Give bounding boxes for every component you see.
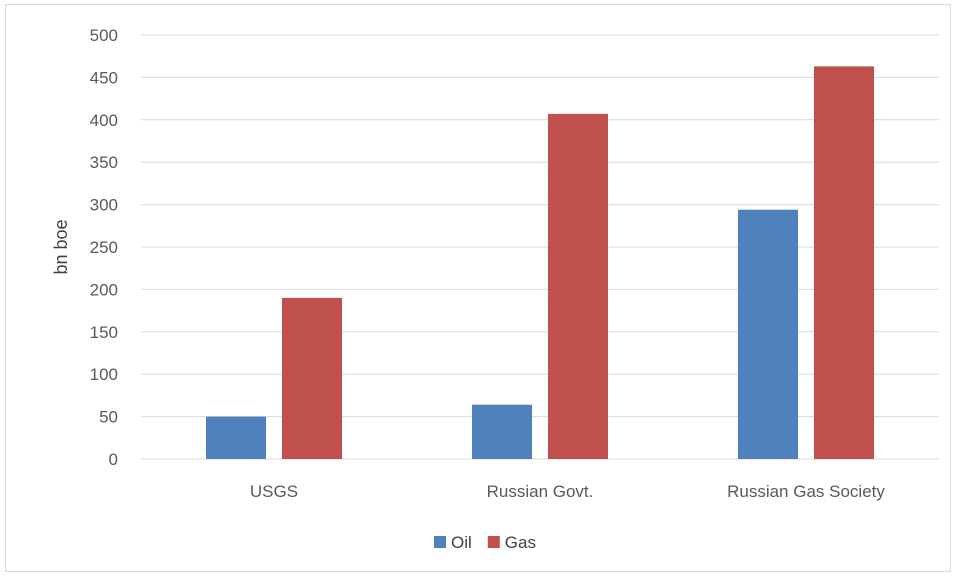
y-tick-label: 450 xyxy=(90,68,118,87)
y-tick-label: 300 xyxy=(90,196,118,215)
y-tick-label: 250 xyxy=(90,238,118,257)
y-tick-label: 150 xyxy=(90,323,118,342)
x-tick-label: Russian Gas Society xyxy=(727,482,885,501)
gridlines xyxy=(141,34,939,460)
y-axis-title: bn boe xyxy=(51,219,71,274)
y-tick-label: 100 xyxy=(90,365,118,384)
bar-oil-2 xyxy=(472,404,532,459)
y-tick-label: 350 xyxy=(90,153,118,172)
legend: Oil Gas xyxy=(434,533,536,552)
bar-gas-1 xyxy=(282,297,342,459)
bar-gas-3 xyxy=(814,66,874,459)
y-tick-label: 50 xyxy=(99,408,118,427)
bar-oil-1 xyxy=(206,416,266,459)
y-tick-label: 200 xyxy=(90,280,118,299)
bar-gas-2 xyxy=(548,113,608,459)
legend-label-oil: Oil xyxy=(451,533,472,552)
legend-swatch-gas xyxy=(487,536,500,548)
y-axis-tick-labels: 0 50 100 150 200 250 300 350 400 450 500 xyxy=(90,26,118,469)
y-tick-label: 0 xyxy=(109,450,118,469)
y-tick-label: 500 xyxy=(90,26,118,45)
legend-label-gas: Gas xyxy=(505,533,536,552)
legend-swatch-oil xyxy=(434,536,446,548)
x-axis-tick-labels: USGS Russian Govt. Russian Gas Society xyxy=(250,482,885,501)
x-tick-label: USGS xyxy=(250,482,298,501)
x-tick-label: Russian Govt. xyxy=(487,482,594,501)
y-tick-label: 400 xyxy=(90,111,118,130)
bar-oil-3 xyxy=(738,209,798,459)
bars xyxy=(206,66,874,459)
